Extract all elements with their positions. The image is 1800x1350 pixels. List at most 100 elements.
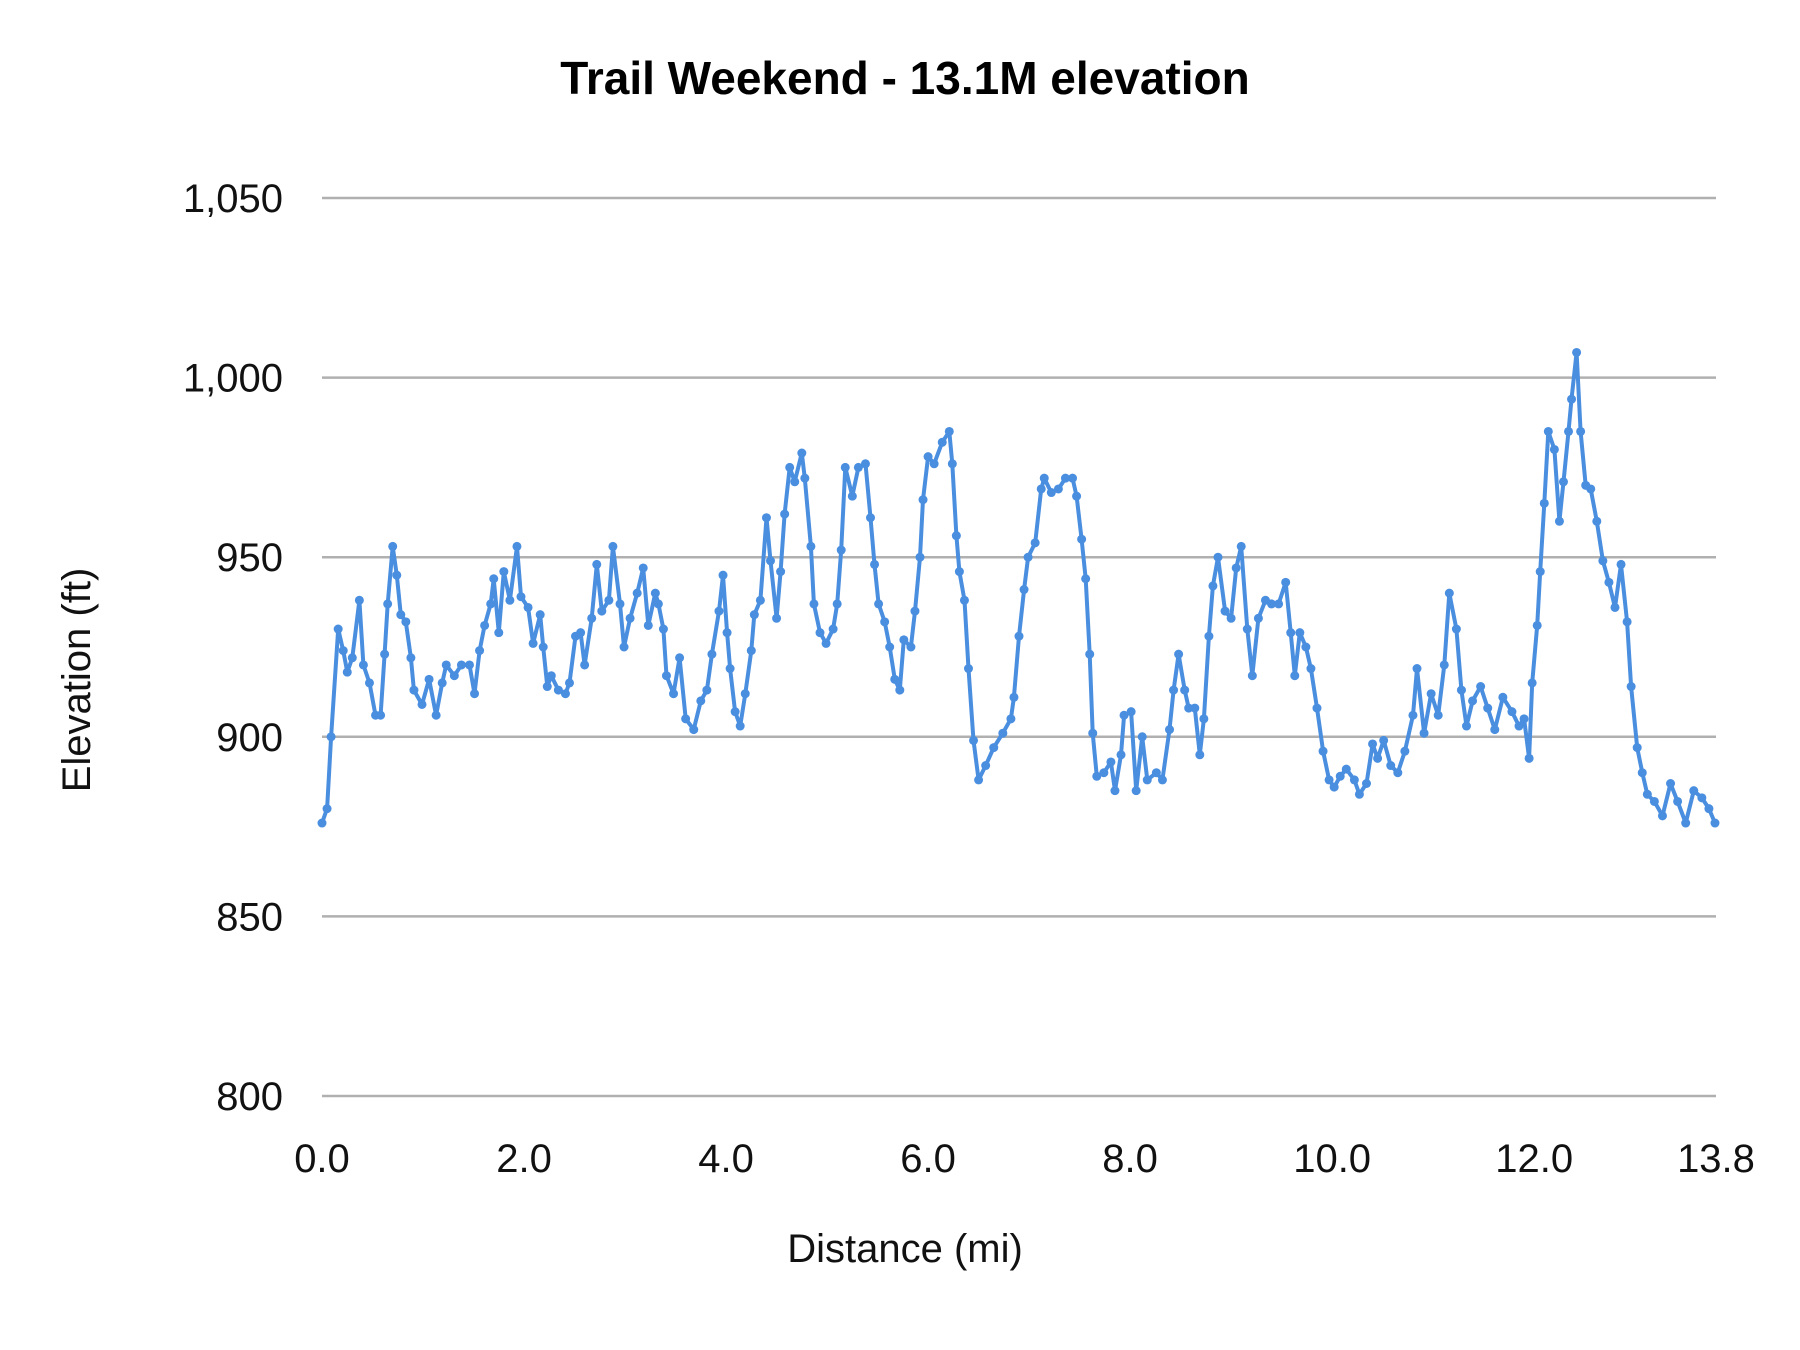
data-point [1386,761,1396,771]
data-point [333,624,343,634]
data-point [832,599,842,609]
data-point [1373,753,1383,763]
data-point [638,563,648,573]
data-point [1539,498,1549,508]
data-point [1119,710,1129,720]
data-point [406,653,416,663]
data-point [1490,725,1500,735]
data-point [347,653,357,663]
data-point [951,531,961,541]
data-point [800,473,810,483]
data-point [1704,804,1714,814]
data-point [1368,739,1378,749]
data-point [597,606,607,616]
data-point [1116,750,1126,760]
data-point [1281,577,1291,587]
y-tick-label: 900 [216,716,283,760]
data-point [1068,473,1078,483]
data-point [625,613,635,623]
data-point [1476,682,1486,692]
data-point [494,628,504,638]
data-point [512,541,522,551]
data-point [1393,768,1403,778]
data-point [576,628,586,638]
data-point [1226,613,1236,623]
data-point [1009,692,1019,702]
data-point [1400,746,1410,756]
data-point [1567,394,1577,404]
data-point [441,660,451,670]
data-point [1195,750,1205,760]
data-point [1085,649,1095,659]
gridlines [322,196,1716,1098]
data-point [380,649,390,659]
data-point [1456,685,1466,695]
data-point [714,606,724,616]
data-point [1549,444,1559,454]
data-point [1106,757,1116,767]
data-point [650,588,660,598]
x-tick-label: 0.0 [294,1137,350,1181]
data-point [489,574,499,584]
data-point [974,775,984,785]
data-point [918,495,928,505]
data-point [516,592,526,602]
data-point [376,710,386,720]
data-point [1306,664,1316,674]
data-point [354,595,364,605]
data-point [1532,620,1542,630]
y-axis-ticks: 800 850 900 950 1,000 1,050 [183,177,283,1119]
data-point [1558,477,1568,487]
data-point [755,595,765,605]
data-point [1666,778,1676,788]
data-point [669,689,679,699]
data-point [437,678,447,688]
y-tick-label: 1,050 [183,177,283,221]
data-point [1220,606,1230,616]
elevation-series [317,347,1720,828]
data-point [910,606,920,616]
data-point [870,559,880,569]
data-point [317,818,327,828]
elevation-line [320,350,1717,825]
data-point [619,642,629,652]
data-point [1213,552,1223,562]
data-point [1023,552,1033,562]
data-point [342,667,352,677]
data-point [740,689,750,699]
data-point [1632,743,1642,753]
x-tick-label: 8.0 [1102,1137,1158,1181]
data-point [615,599,625,609]
data-point [1554,516,1564,526]
data-point [470,689,480,699]
data-point [1657,811,1667,821]
data-point [383,599,393,609]
data-point [1535,567,1545,577]
data-point [1598,556,1608,566]
data-point [1564,426,1574,436]
data-point [1412,664,1422,674]
data-point [847,491,857,501]
data-point [899,635,909,645]
data-point [915,552,925,562]
data-point [388,541,398,551]
data-point [1483,703,1493,713]
data-point [959,595,969,605]
data-point [1060,473,1070,483]
data-point [815,628,825,638]
data-point [806,541,816,551]
data-point [885,642,895,652]
data-point [1247,671,1257,681]
data-point [326,732,336,742]
data-point [1507,707,1517,717]
data-point [401,617,411,627]
data-point [1361,778,1371,788]
data-point [1519,714,1529,724]
data-point [528,638,538,648]
data-point [1157,775,1167,785]
data-point [486,599,496,609]
data-point [580,660,590,670]
data-point [947,459,957,469]
data-point [1514,721,1524,731]
